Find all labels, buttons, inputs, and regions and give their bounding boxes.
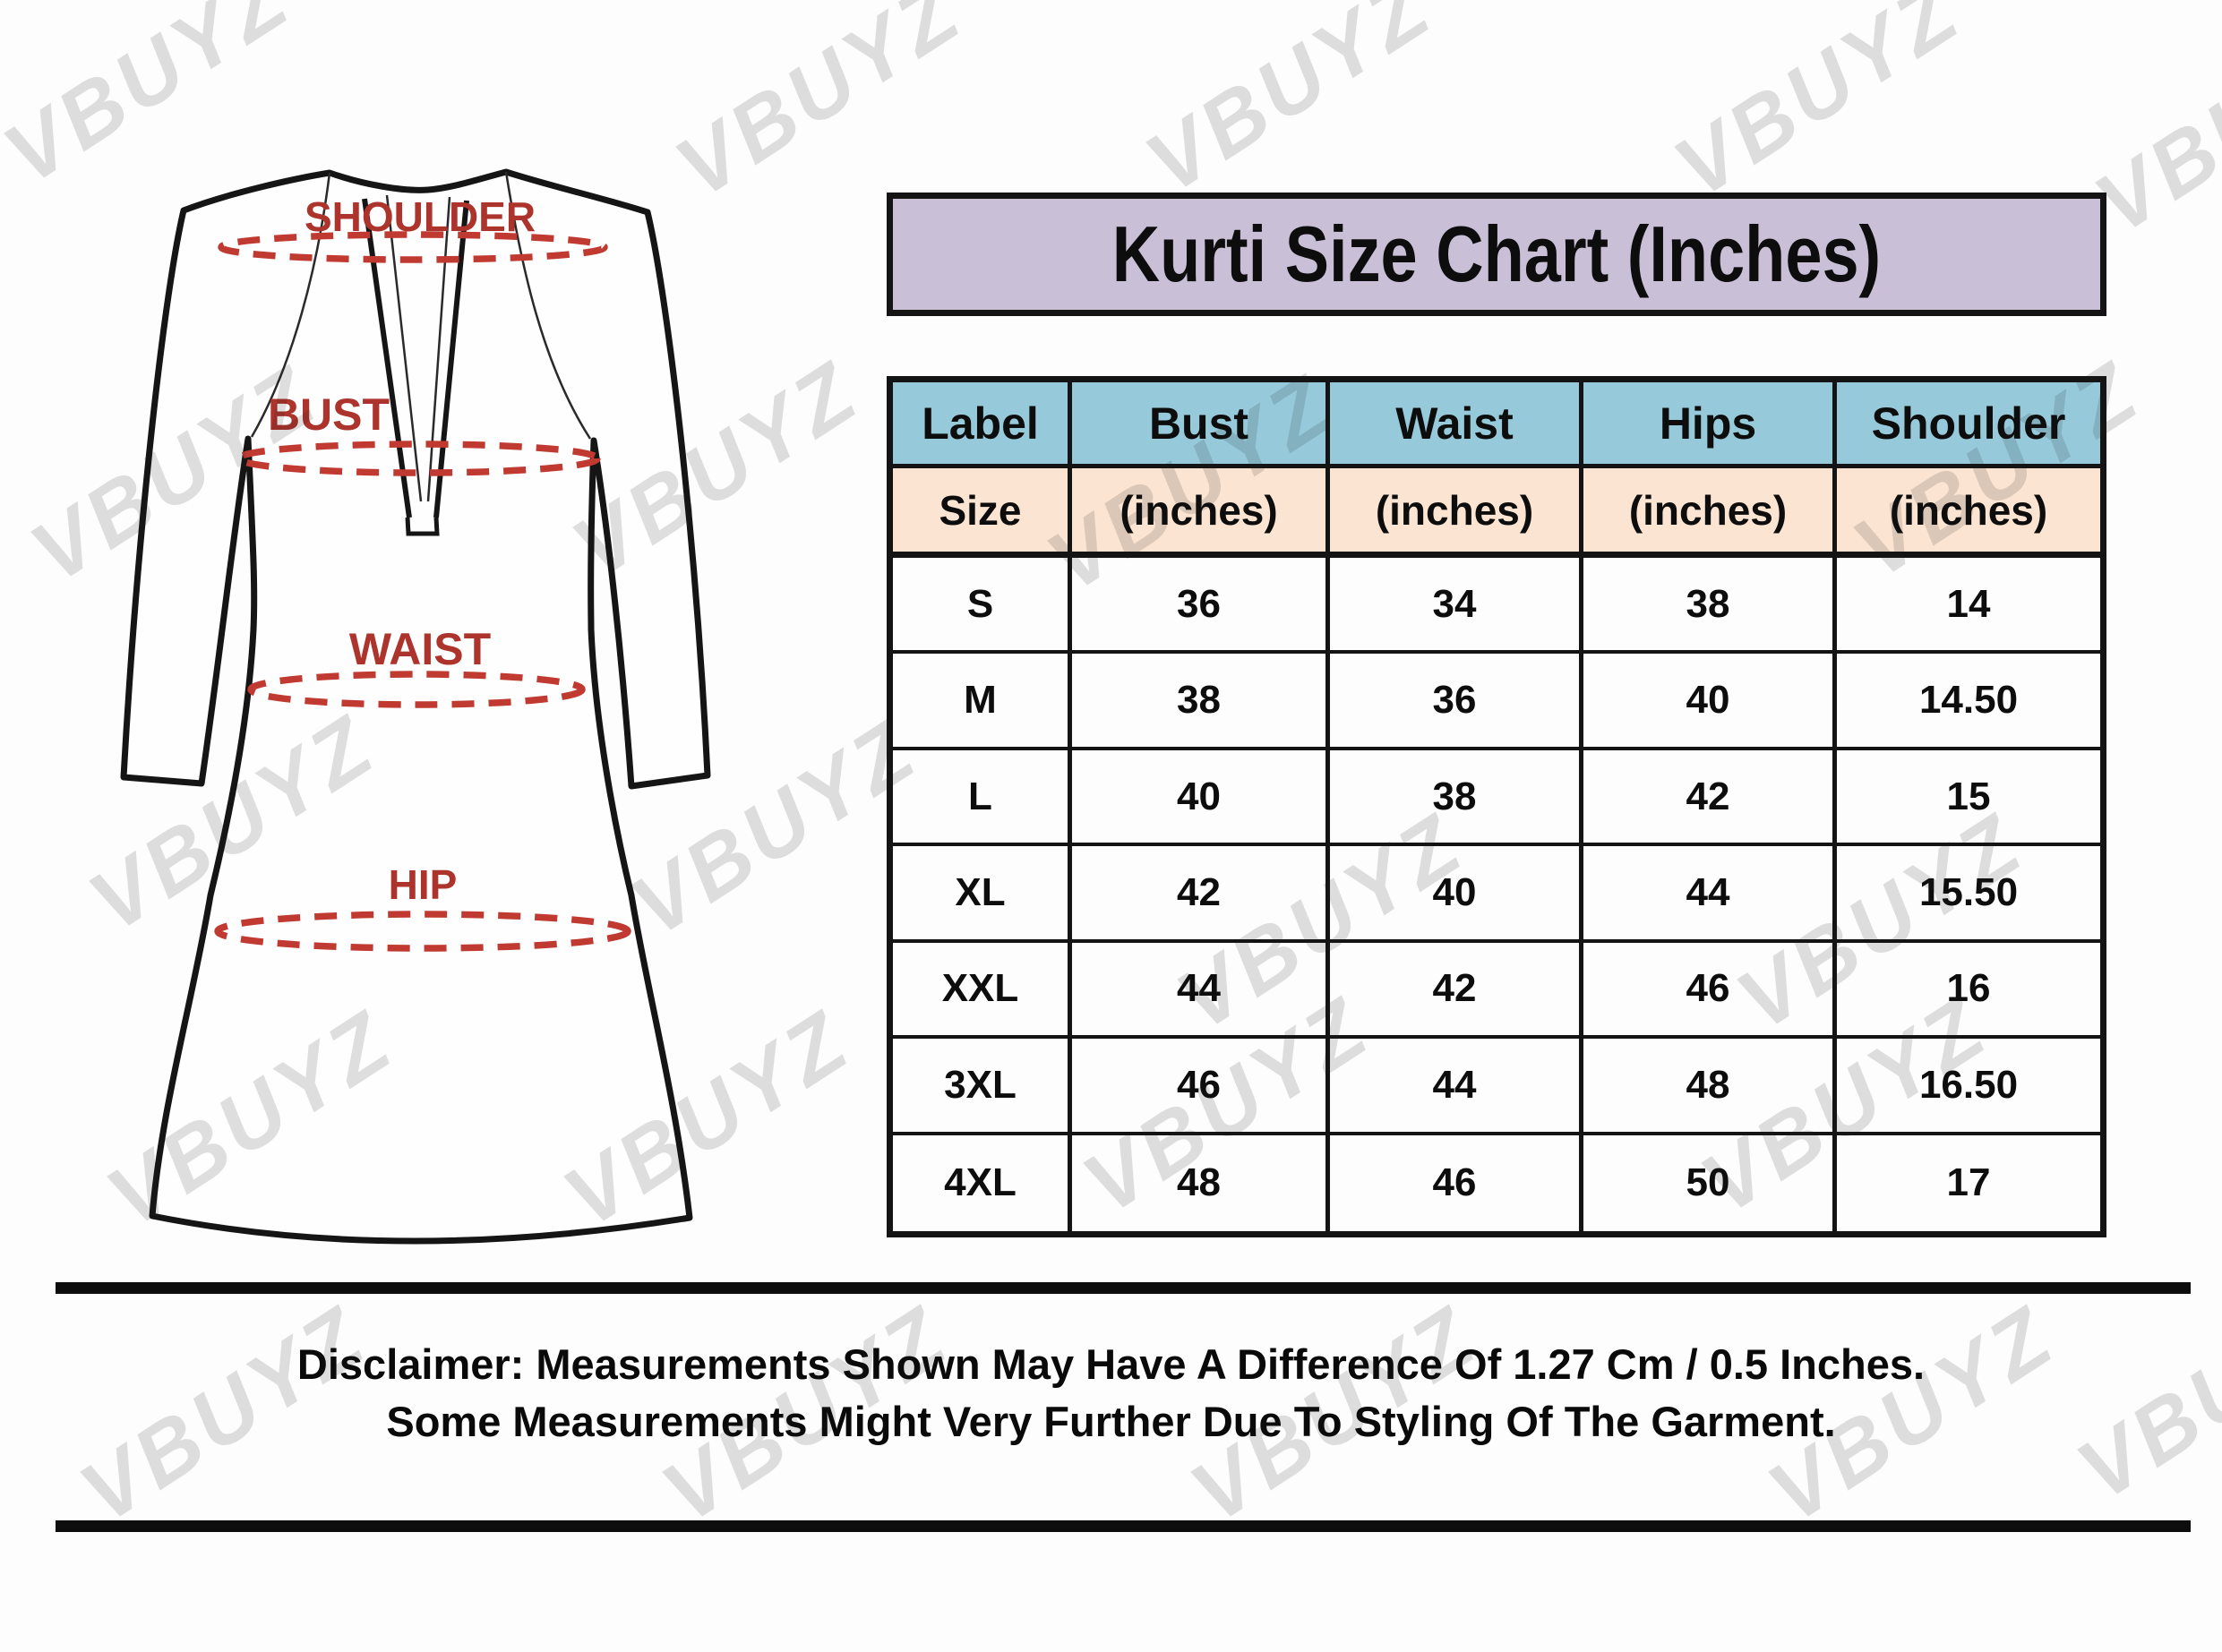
- units-cell: Size: [893, 468, 1072, 558]
- disclaimer-line-1: Disclaimer: Measurements Shown May Have …: [296, 1340, 1926, 1388]
- shoulder-label: SHOULDER: [305, 193, 536, 240]
- table-cell: 46: [1072, 1039, 1330, 1135]
- table-cell: 50: [1583, 1134, 1837, 1231]
- separator-line-top: [56, 1282, 2191, 1294]
- col-header-shoulder: Shoulder: [1837, 382, 2100, 468]
- table-cell: 44: [1072, 942, 1330, 1040]
- hip-dash-line: [214, 911, 631, 952]
- units-cell: (inches): [1837, 468, 2100, 558]
- table-cell: 48: [1583, 1039, 1837, 1135]
- size-cell: 3XL: [893, 1039, 1072, 1135]
- table-cell: 40: [1583, 654, 1837, 750]
- shoulder-dash-line: [218, 231, 608, 263]
- table-cell: 14: [1837, 558, 2100, 655]
- table-cell: 42: [1583, 749, 1837, 847]
- table-cell: 36: [1330, 654, 1583, 750]
- table-cell: 34: [1330, 558, 1583, 655]
- disclaimer-line-2: Some Measurements Might Very Further Due…: [386, 1398, 1836, 1445]
- kurti-garment-illustration: SHOULDER BUST WAIST HIP: [120, 168, 711, 1245]
- left-armhole-seam: [250, 172, 331, 438]
- waist-label: WAIST: [349, 624, 491, 674]
- vbuyz-watermark: VBUYZ: [1658, 0, 1977, 217]
- waist-dash-line: [247, 671, 586, 708]
- table-cell: 40: [1072, 749, 1330, 847]
- size-cell: XL: [893, 846, 1072, 943]
- table-cell: 42: [1072, 846, 1330, 943]
- table-cell: 14.50: [1837, 654, 2100, 750]
- size-cell: 4XL: [893, 1134, 1072, 1231]
- size-cell: M: [893, 654, 1072, 750]
- table-cell: 38: [1583, 558, 1837, 655]
- disclaimer-text: Disclaimer: Measurements Shown May Have …: [0, 1336, 2222, 1451]
- table-cell: 15: [1837, 750, 2100, 847]
- table-cell: 40: [1330, 846, 1583, 943]
- table-cell: 44: [1583, 846, 1837, 943]
- separator-line-bottom: [56, 1520, 2191, 1532]
- table-cell: 46: [1583, 942, 1837, 1040]
- right-armhole-seam: [504, 171, 592, 440]
- col-header-hips: Hips: [1583, 382, 1837, 468]
- table-cell: 17: [1946, 1160, 1991, 1205]
- units-cell: (inches): [1072, 468, 1330, 558]
- units-cell: (inches): [1583, 468, 1837, 558]
- bust-dash-line: [236, 441, 601, 476]
- table-cell: 44: [1330, 1039, 1583, 1135]
- table-cell: 36: [1072, 558, 1330, 655]
- size-cell: L: [893, 749, 1072, 847]
- table-cell: 46: [1330, 1134, 1583, 1231]
- col-header-bust: Bust: [1072, 382, 1330, 468]
- table-cell: 42: [1330, 942, 1583, 1040]
- table-cell: 48: [1072, 1134, 1330, 1231]
- size-cell: S: [893, 558, 1072, 655]
- chart-title-bar: Kurti Size Chart (Inches): [887, 193, 2106, 316]
- table-cell: 15.50: [1837, 846, 2100, 943]
- table-cell: 16.50: [1837, 1039, 2100, 1135]
- size-table: Label Bust Waist Hips Shoulder Size (inc…: [887, 376, 2106, 1237]
- measurement-dashed-lines: [214, 231, 631, 952]
- table-cell: 16: [1837, 943, 2100, 1040]
- chart-title: Kurti Size Chart (Inches): [1111, 210, 1882, 298]
- neck-slit: [362, 194, 469, 536]
- bust-label: BUST: [268, 389, 390, 440]
- vbuyz-watermark: VBUYZ: [1129, 0, 1449, 212]
- table-cell: 38: [1330, 749, 1583, 847]
- hip-label: HIP: [389, 861, 458, 908]
- table-cell: 38: [1072, 654, 1330, 750]
- size-cell: XXL: [893, 942, 1072, 1040]
- col-header-waist: Waist: [1330, 382, 1583, 468]
- units-cell: (inches): [1330, 468, 1583, 558]
- col-header-label: Label: [893, 382, 1072, 468]
